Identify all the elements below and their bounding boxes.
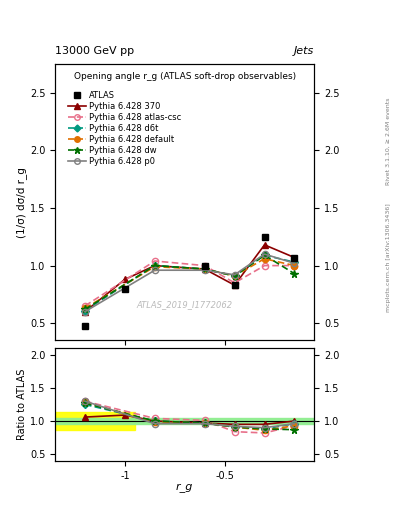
Pythia 6.428 default	[292, 263, 297, 269]
Pythia 6.428 370	[83, 309, 87, 315]
Pythia 6.428 p0	[152, 267, 157, 273]
Pythia 6.428 p0	[83, 309, 87, 315]
Pythia 6.428 370	[202, 266, 207, 272]
Line: Pythia 6.428 d6t: Pythia 6.428 d6t	[82, 252, 297, 313]
Pythia 6.428 dw	[152, 263, 157, 269]
Line: Pythia 6.428 atlas-csc: Pythia 6.428 atlas-csc	[82, 258, 298, 309]
X-axis label: r_g: r_g	[176, 482, 193, 492]
Text: mcplots.cern.ch [arXiv:1306.3436]: mcplots.cern.ch [arXiv:1306.3436]	[386, 203, 391, 312]
Pythia 6.428 370	[292, 254, 297, 261]
Text: Rivet 3.1.10, ≥ 2.6M events: Rivet 3.1.10, ≥ 2.6M events	[386, 98, 391, 185]
Pythia 6.428 dw	[232, 273, 237, 279]
Pythia 6.428 p0	[262, 251, 267, 257]
Pythia 6.428 d6t	[83, 307, 87, 313]
Y-axis label: Ratio to ATLAS: Ratio to ATLAS	[17, 369, 27, 440]
Pythia 6.428 d6t	[262, 252, 267, 258]
Pythia 6.428 atlas-csc	[152, 258, 157, 264]
Pythia 6.428 370	[262, 242, 267, 248]
Text: Opening angle r_g (ATLAS soft-drop observables): Opening angle r_g (ATLAS soft-drop obser…	[73, 72, 296, 81]
Pythia 6.428 default	[202, 266, 207, 272]
Pythia 6.428 dw	[83, 306, 87, 312]
Bar	[55, 413, 135, 430]
Pythia 6.428 dw	[292, 270, 297, 276]
Pythia 6.428 370	[152, 263, 157, 269]
Pythia 6.428 default	[152, 264, 157, 270]
Line: Pythia 6.428 370: Pythia 6.428 370	[82, 242, 298, 315]
Pythia 6.428 atlas-csc	[83, 303, 87, 309]
Pythia 6.428 d6t	[292, 259, 297, 265]
Pythia 6.428 default	[262, 255, 267, 262]
Pythia 6.428 d6t	[152, 263, 157, 269]
ATLAS	[83, 323, 87, 329]
Pythia 6.428 atlas-csc	[262, 263, 267, 269]
Pythia 6.428 atlas-csc	[202, 263, 207, 269]
Pythia 6.428 default	[83, 305, 87, 311]
ATLAS	[232, 282, 237, 288]
Line: ATLAS: ATLAS	[81, 233, 298, 329]
Pythia 6.428 p0	[202, 267, 207, 273]
Pythia 6.428 default	[232, 273, 237, 279]
Pythia 6.428 p0	[292, 260, 297, 266]
Pythia 6.428 dw	[262, 252, 267, 258]
Line: Pythia 6.428 p0: Pythia 6.428 p0	[82, 251, 298, 315]
Y-axis label: (1/σ) dσ/d r_g: (1/σ) dσ/d r_g	[16, 167, 27, 238]
ATLAS	[292, 254, 297, 261]
Legend: ATLAS, Pythia 6.428 370, Pythia 6.428 atlas-csc, Pythia 6.428 d6t, Pythia 6.428 : ATLAS, Pythia 6.428 370, Pythia 6.428 at…	[64, 88, 185, 169]
Pythia 6.428 atlas-csc	[232, 280, 237, 286]
Line: Pythia 6.428 default: Pythia 6.428 default	[82, 255, 298, 311]
ATLAS	[202, 263, 207, 269]
Pythia 6.428 d6t	[232, 273, 237, 279]
Text: Jets: Jets	[294, 46, 314, 56]
Line: Pythia 6.428 dw: Pythia 6.428 dw	[81, 251, 298, 313]
Pythia 6.428 p0	[232, 272, 237, 278]
Pythia 6.428 d6t	[202, 266, 207, 272]
Text: 13000 GeV pp: 13000 GeV pp	[55, 46, 134, 56]
Pythia 6.428 dw	[202, 266, 207, 272]
ATLAS	[262, 233, 267, 240]
Pythia 6.428 370	[232, 282, 237, 288]
Bar	[55, 418, 314, 424]
Text: ATLAS_2019_I1772062: ATLAS_2019_I1772062	[137, 300, 233, 309]
Pythia 6.428 370	[123, 276, 127, 283]
Pythia 6.428 atlas-csc	[292, 263, 297, 269]
ATLAS	[123, 286, 127, 292]
